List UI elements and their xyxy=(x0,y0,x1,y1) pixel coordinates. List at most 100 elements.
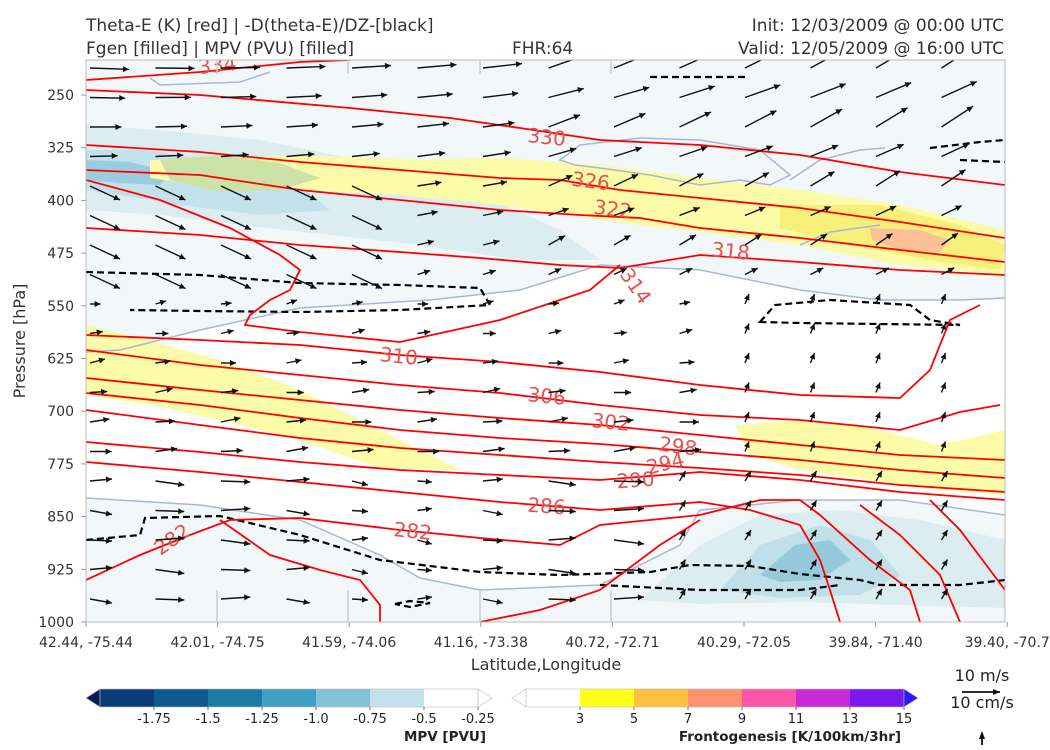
wind-vector-head xyxy=(751,268,758,274)
wind-vector-head xyxy=(692,419,699,425)
wind-vector-head xyxy=(180,123,187,130)
wind-vector-head xyxy=(558,235,565,242)
wind-vector-head xyxy=(430,416,437,423)
wind-vector-head xyxy=(113,253,120,260)
wind-vector-head xyxy=(941,559,948,567)
wind-vector-head xyxy=(293,329,300,336)
theta-e-contour-294 xyxy=(86,409,1005,493)
colorbar-label: 11 xyxy=(788,712,805,727)
wind-vector-head xyxy=(244,478,251,485)
wind-vector-head xyxy=(809,294,816,301)
wind-vector-head xyxy=(809,441,816,449)
wind-vector-head xyxy=(941,530,948,537)
colorbar-label: 15 xyxy=(896,712,913,727)
wind-vector-head xyxy=(511,90,519,97)
wind-vector-head xyxy=(115,123,122,130)
wind-vector-head xyxy=(425,567,432,574)
wind-vector-head xyxy=(508,120,515,127)
contour-label-322: 322 xyxy=(592,195,633,223)
wind-vector-head xyxy=(816,268,824,274)
colorbar-segment xyxy=(316,689,371,707)
wind-vector-head xyxy=(170,446,178,453)
wind-vector-head xyxy=(361,596,368,603)
wind-vector-head xyxy=(679,500,686,508)
wind-vector-head xyxy=(951,233,958,240)
wind-vector-head xyxy=(820,234,827,240)
wind-vector-head xyxy=(627,417,634,424)
wind-vector-head xyxy=(309,253,317,260)
wind-vector-head xyxy=(373,151,380,158)
wind-vector-head xyxy=(489,330,496,337)
wind-vector-head xyxy=(569,481,576,488)
wind-vector xyxy=(220,66,260,69)
wind-vector-head xyxy=(244,594,251,601)
wind-vector-head xyxy=(493,386,501,393)
wind-vector xyxy=(548,87,584,99)
wind-vector xyxy=(810,60,827,69)
wind-vector-head xyxy=(105,448,112,455)
contour-label-318: 318 xyxy=(710,237,750,265)
wind-vector-head xyxy=(688,359,695,366)
theta-e-contour-290 xyxy=(86,441,1005,501)
wind-vector-head xyxy=(559,388,566,395)
wind-vector-head xyxy=(297,389,304,396)
wind-vector-head xyxy=(766,145,773,151)
colorbar-label: 3 xyxy=(576,712,584,727)
wind-vector xyxy=(613,86,650,99)
wind-vector-head xyxy=(809,382,816,390)
y-tick-label: 775 xyxy=(47,457,74,473)
wind-vector-head xyxy=(876,500,882,508)
wind-vector-head xyxy=(113,194,120,201)
wind-vector-head xyxy=(562,207,569,214)
wind-vector-head xyxy=(105,476,112,483)
colorbar-label: -0.75 xyxy=(353,712,387,727)
wind-vector-head xyxy=(940,353,947,360)
wind-vector-head xyxy=(178,508,185,515)
wind-vector-head xyxy=(243,540,251,547)
wind-vector-head xyxy=(303,537,310,544)
wind-vector-head xyxy=(577,87,584,93)
theta-e-contour-282-b xyxy=(219,519,381,622)
wind-vector-head xyxy=(168,418,175,425)
wind-vector-head xyxy=(428,388,435,395)
wind-vector-head xyxy=(303,476,310,483)
wind-vector-head xyxy=(638,113,646,119)
wind-vector-head xyxy=(360,359,368,366)
plot-area: 334 330 326 322 318 314 310 306 302 298 … xyxy=(86,50,1005,622)
mpv-colorbar: -1.75 -1.5 -1.25 -1.0 -0.75 -0.5 -0.25 xyxy=(85,688,495,727)
y-tick-label: 625 xyxy=(47,352,74,368)
colorbar-segment xyxy=(262,689,317,707)
title-fields-1: Theta-E (K) [red] | -D(theta-E)/DZ-[blac… xyxy=(85,16,434,36)
wind-vector-head xyxy=(810,559,817,567)
wind-vector-head xyxy=(685,328,693,335)
wind-vector-head xyxy=(940,294,947,301)
wind-vector-layer xyxy=(89,50,978,605)
theta-e-contour-282-a xyxy=(86,499,921,622)
y-tick-label: 925 xyxy=(47,562,74,578)
fgen-band-lower-right xyxy=(735,420,1005,495)
wind-vector-head xyxy=(122,66,129,73)
wind-vector-head xyxy=(712,50,719,55)
wind-vector-head xyxy=(642,86,650,92)
mpv-outline-5 xyxy=(799,224,881,246)
plot-frame xyxy=(85,59,1006,623)
wind-vector xyxy=(482,62,523,69)
wind-vector-head xyxy=(253,64,260,71)
wind-vector-head xyxy=(188,65,195,72)
title-fields-2: Fgen [filled] | MPV (PVU) [filled] xyxy=(86,39,354,59)
wind-vector-head xyxy=(690,387,697,394)
x-tick-label: 41.59, -74.06 xyxy=(302,635,396,651)
wind-vector-head xyxy=(496,476,503,483)
mpv-outline-3 xyxy=(789,147,886,181)
wind-vector-head xyxy=(446,91,453,98)
wind-vector-head xyxy=(810,589,817,596)
wind-vector-head xyxy=(496,510,503,517)
wind-vector-head xyxy=(423,269,431,276)
wind-vector-head xyxy=(745,471,751,478)
wind-vector-head xyxy=(438,150,446,157)
x-tick-label: 40.72, -72.71 xyxy=(565,635,659,651)
contour-label-282-a: 282 xyxy=(392,517,432,545)
wind-vector-head xyxy=(375,283,382,289)
wind-vector-head xyxy=(425,478,432,485)
stability-contour-top-right xyxy=(929,138,1005,164)
